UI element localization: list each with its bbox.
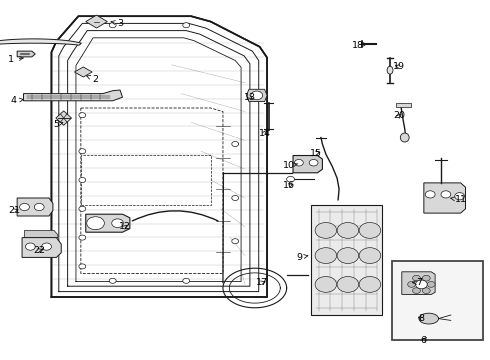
Text: 5: 5 (53, 120, 63, 129)
Circle shape (79, 113, 86, 118)
Text: 8: 8 (418, 314, 424, 323)
Circle shape (287, 176, 294, 182)
Polygon shape (56, 111, 72, 125)
Circle shape (79, 235, 86, 240)
Text: 21: 21 (9, 206, 21, 215)
Circle shape (183, 278, 190, 283)
Polygon shape (402, 272, 435, 294)
Ellipse shape (419, 313, 439, 324)
Ellipse shape (400, 133, 409, 142)
Polygon shape (0, 39, 81, 45)
Circle shape (232, 239, 239, 244)
Circle shape (337, 248, 359, 264)
Text: 3: 3 (111, 19, 123, 28)
Circle shape (183, 23, 190, 28)
Circle shape (315, 248, 337, 264)
Polygon shape (396, 103, 411, 107)
Circle shape (79, 149, 86, 154)
Text: 7: 7 (413, 278, 422, 287)
Text: 6: 6 (421, 336, 427, 345)
Circle shape (232, 141, 239, 147)
Text: 2: 2 (87, 75, 98, 84)
Text: 19: 19 (393, 62, 405, 71)
Text: 17: 17 (256, 278, 268, 287)
Circle shape (309, 159, 318, 166)
Polygon shape (74, 67, 92, 77)
Text: 9: 9 (296, 253, 308, 262)
Text: 20: 20 (393, 111, 405, 120)
Polygon shape (24, 90, 122, 101)
Circle shape (425, 191, 435, 198)
Circle shape (455, 193, 465, 200)
Text: 14: 14 (259, 129, 270, 138)
Text: 1: 1 (8, 55, 23, 64)
Circle shape (422, 288, 430, 293)
Circle shape (315, 222, 337, 238)
Polygon shape (17, 51, 35, 57)
Circle shape (359, 248, 381, 264)
Circle shape (422, 275, 430, 281)
Circle shape (87, 217, 104, 230)
Circle shape (112, 219, 123, 228)
Polygon shape (86, 15, 107, 28)
Text: 13: 13 (244, 93, 256, 102)
Text: 15: 15 (310, 149, 322, 158)
Circle shape (79, 264, 86, 269)
Text: 18: 18 (352, 40, 367, 49)
Circle shape (79, 206, 86, 211)
Text: 11: 11 (451, 195, 466, 204)
Circle shape (232, 195, 239, 201)
Circle shape (337, 222, 359, 238)
Circle shape (20, 203, 29, 211)
Polygon shape (51, 16, 267, 297)
Polygon shape (424, 183, 466, 213)
Text: 12: 12 (119, 222, 131, 231)
Polygon shape (246, 89, 267, 102)
Circle shape (337, 276, 359, 292)
Polygon shape (24, 230, 58, 238)
Circle shape (408, 282, 416, 287)
Circle shape (42, 243, 51, 250)
Circle shape (413, 275, 420, 281)
Circle shape (413, 288, 420, 293)
Polygon shape (17, 198, 53, 216)
Text: 16: 16 (283, 181, 295, 190)
Text: 10: 10 (283, 161, 298, 170)
Text: 4: 4 (11, 96, 23, 105)
Circle shape (109, 278, 116, 283)
Bar (392, 261, 483, 340)
Polygon shape (311, 205, 382, 315)
Circle shape (109, 23, 116, 28)
Polygon shape (86, 214, 130, 232)
Circle shape (79, 177, 86, 183)
Circle shape (251, 91, 263, 100)
Circle shape (34, 203, 44, 211)
Polygon shape (293, 156, 322, 173)
Ellipse shape (387, 66, 393, 74)
Polygon shape (22, 238, 61, 257)
Circle shape (315, 276, 337, 292)
Circle shape (359, 222, 381, 238)
Circle shape (294, 159, 303, 166)
Circle shape (359, 276, 381, 292)
Circle shape (416, 280, 427, 289)
Circle shape (427, 282, 435, 287)
Circle shape (441, 191, 451, 198)
Text: 22: 22 (33, 246, 45, 255)
Circle shape (25, 243, 35, 250)
